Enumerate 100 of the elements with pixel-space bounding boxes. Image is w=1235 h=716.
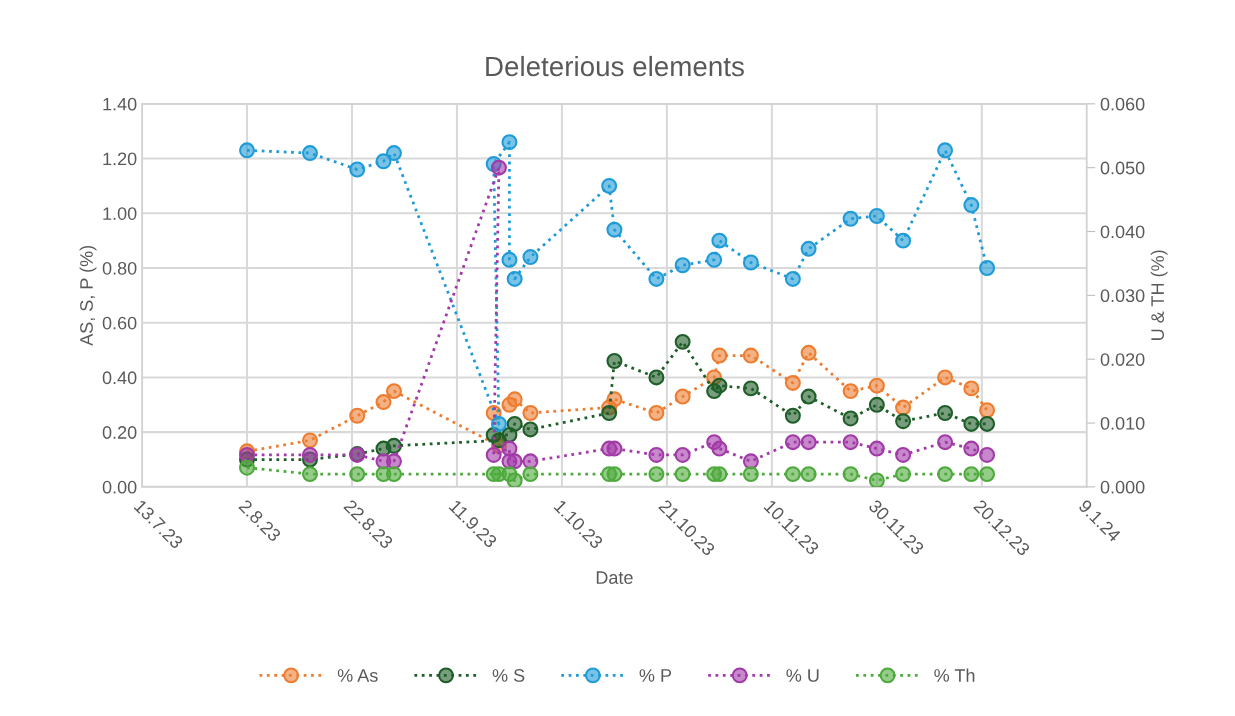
point <box>963 380 980 397</box>
y2-tick-label: 0.050 <box>1100 161 1145 175</box>
point <box>648 466 665 483</box>
point <box>800 434 817 451</box>
y-tick-label: 1.00 <box>103 207 137 220</box>
point <box>349 161 366 178</box>
point <box>490 415 507 432</box>
point <box>522 405 539 421</box>
point <box>800 388 817 405</box>
legend-label: % U <box>786 669 819 682</box>
point <box>506 415 523 432</box>
point <box>648 369 665 386</box>
y2-tick-label: 0.030 <box>1100 289 1145 303</box>
point <box>522 466 539 483</box>
point <box>501 251 518 268</box>
point <box>937 434 954 451</box>
y-tick-label: 0.20 <box>102 426 137 439</box>
y2-tick-label: 0.040 <box>1100 225 1145 239</box>
point <box>742 453 759 470</box>
y2-tick-label: 0.010 <box>1100 416 1145 430</box>
point <box>784 434 801 451</box>
point <box>506 391 523 408</box>
point <box>485 446 502 463</box>
point <box>601 405 618 421</box>
point <box>674 257 691 274</box>
point <box>800 240 817 257</box>
point <box>784 466 801 483</box>
point <box>302 446 318 463</box>
point <box>963 440 980 457</box>
x-axis-title: Date <box>596 571 633 584</box>
point <box>302 466 318 483</box>
legend-label: % S <box>492 669 525 682</box>
point <box>601 177 618 194</box>
point <box>800 344 817 361</box>
point <box>648 405 665 421</box>
point <box>674 333 691 350</box>
point <box>606 353 623 369</box>
point <box>937 466 954 483</box>
point <box>742 466 759 483</box>
point <box>385 437 402 454</box>
point <box>800 466 817 483</box>
point <box>711 377 728 394</box>
point <box>979 415 996 432</box>
point <box>711 347 728 364</box>
point <box>742 254 759 271</box>
point <box>522 421 539 438</box>
point <box>648 446 665 463</box>
point <box>784 407 801 424</box>
point <box>979 466 996 483</box>
y-tick-label: 0.00 <box>102 480 137 494</box>
point <box>385 466 402 483</box>
point <box>506 472 523 487</box>
point <box>963 197 980 214</box>
point <box>937 142 954 159</box>
point <box>868 377 885 394</box>
point <box>606 221 623 238</box>
point <box>979 446 996 463</box>
legend-label: % Th <box>934 668 975 682</box>
point <box>302 145 318 162</box>
point <box>239 142 255 159</box>
point <box>979 260 996 276</box>
point <box>674 388 691 405</box>
point <box>868 440 885 457</box>
point <box>506 270 523 287</box>
point <box>385 145 402 162</box>
y2-tick-label: 0.060 <box>1100 97 1145 111</box>
point <box>506 453 523 470</box>
point <box>979 402 996 419</box>
point <box>674 446 691 463</box>
chart-title: Deleterious elements <box>486 55 744 77</box>
point <box>784 374 801 391</box>
point <box>606 466 623 483</box>
point <box>842 410 859 427</box>
point <box>895 446 912 463</box>
point <box>937 405 954 421</box>
point <box>302 432 318 449</box>
y-tick-label: 0.40 <box>102 371 137 385</box>
point <box>868 472 885 487</box>
point <box>501 134 518 151</box>
y-tick-label: 0.80 <box>102 261 137 275</box>
point <box>895 413 912 430</box>
y-tick-label: 0.60 <box>102 316 137 330</box>
y2-tick-label: 0.000 <box>1100 480 1145 494</box>
point <box>868 396 885 413</box>
point <box>239 459 255 476</box>
point <box>490 159 507 176</box>
point <box>375 394 392 411</box>
point <box>349 466 366 483</box>
point <box>606 391 623 408</box>
point <box>706 251 723 268</box>
point <box>895 466 912 483</box>
y2-axis-title: U & TH (%) <box>1150 250 1168 340</box>
point <box>711 440 728 457</box>
point <box>895 399 912 416</box>
point <box>385 383 402 400</box>
legend-label: % As <box>337 669 378 682</box>
point <box>385 453 402 470</box>
point <box>842 210 859 227</box>
point <box>742 347 759 364</box>
legend-label: % P <box>639 669 672 682</box>
